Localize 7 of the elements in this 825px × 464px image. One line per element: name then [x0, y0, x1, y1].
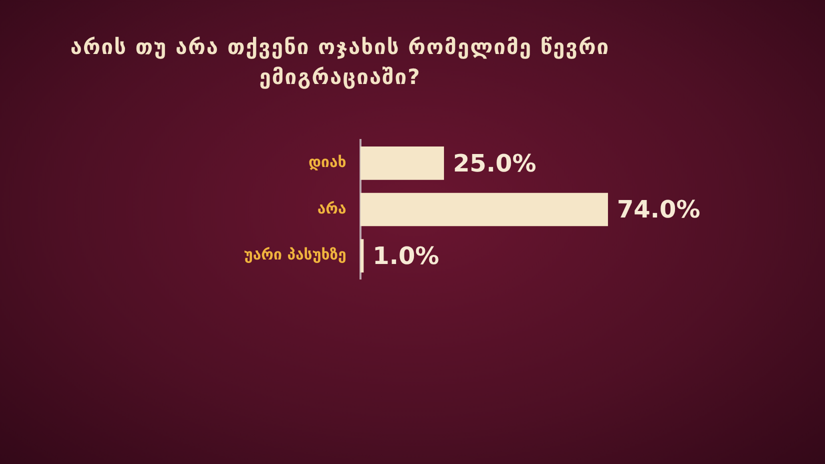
- y-tick-label: არა: [317, 199, 346, 218]
- y-tick-label: უარი პასუხზე: [244, 246, 346, 264]
- chart-title: არის თუ არა თქვენი ოჯახის რომელიმე წევრი ემიგრაციაში?: [69, 34, 611, 91]
- data-label: 25.0%: [452, 149, 536, 178]
- data-label: 1.0%: [372, 242, 440, 270]
- data-label: 74.0%: [616, 196, 700, 224]
- y-tick-label: დიახ: [308, 153, 346, 172]
